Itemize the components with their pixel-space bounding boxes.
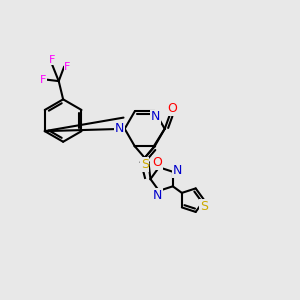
Text: O: O <box>167 102 177 115</box>
Text: N: N <box>153 189 162 202</box>
Text: O: O <box>153 156 163 169</box>
Text: F: F <box>49 55 56 64</box>
Text: N: N <box>115 122 124 135</box>
Text: F: F <box>64 62 71 72</box>
Text: S: S <box>200 200 208 212</box>
Text: S: S <box>141 158 149 171</box>
Text: N: N <box>173 164 182 177</box>
Text: F: F <box>40 75 46 85</box>
Text: N: N <box>151 110 160 123</box>
